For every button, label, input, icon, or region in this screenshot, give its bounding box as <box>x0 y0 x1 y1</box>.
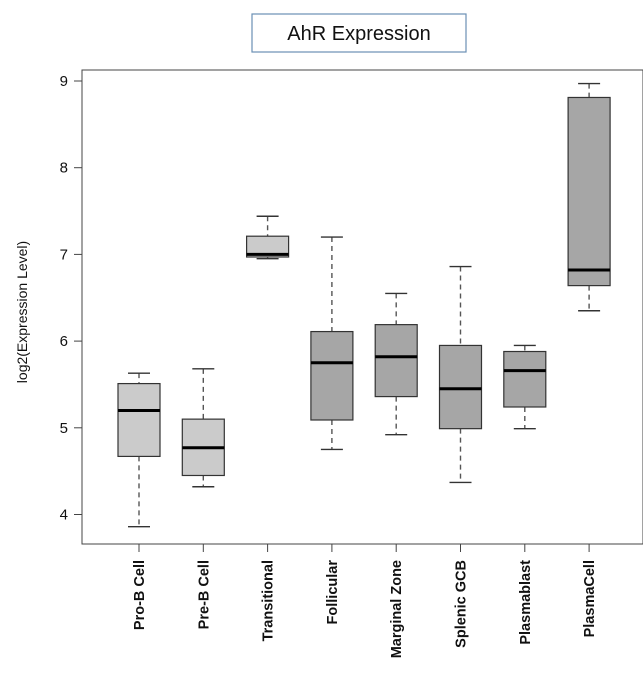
iqr-box <box>438 344 483 430</box>
chart-title-box <box>251 13 467 53</box>
y-tick-label: 8 <box>60 160 68 177</box>
x-tick-label: Plasmablast <box>518 560 534 645</box>
iqr-box <box>246 235 290 258</box>
x-tick-label: Splenic GCB <box>454 560 470 648</box>
box-series <box>117 82 611 528</box>
box-group <box>246 215 290 260</box>
x-tick-label: Transitional <box>261 560 277 641</box>
iqr-box <box>310 330 354 421</box>
box-group <box>117 372 161 528</box>
y-axis-label: log2(Expression Level) <box>14 241 30 383</box>
box-group <box>567 82 611 312</box>
y-tick-label: 5 <box>60 420 68 437</box>
x-axis: Pro-B Cell Pre-B Cell Transitional Follicul… <box>132 544 598 658</box>
box-group <box>438 265 483 484</box>
x-tick-label: Follicular <box>325 560 341 625</box>
box-group <box>310 236 354 451</box>
x-tick-label: Pre-B Cell <box>196 560 212 629</box>
y-tick-label: 9 <box>60 73 68 90</box>
x-tick-label: Pro-B Cell <box>132 560 148 630</box>
box-group <box>181 368 225 488</box>
box-group <box>503 344 547 430</box>
y-tick-label: 4 <box>60 507 68 524</box>
iqr-box <box>567 96 611 287</box>
iqr-box <box>503 350 547 408</box>
y-tick-label: 6 <box>60 333 68 350</box>
chart-title: AhR Expression <box>287 23 430 45</box>
iqr-box <box>117 382 161 458</box>
x-tick-label: Marginal Zone <box>389 560 405 658</box>
x-tick-label: PlasmaCell <box>582 560 598 637</box>
y-tick-label: 7 <box>60 246 68 263</box>
plot-frame <box>81 69 643 545</box>
box-group <box>374 292 418 436</box>
y-axis: 4 5 6 7 8 9 <box>60 73 82 524</box>
iqr-box <box>374 324 418 398</box>
